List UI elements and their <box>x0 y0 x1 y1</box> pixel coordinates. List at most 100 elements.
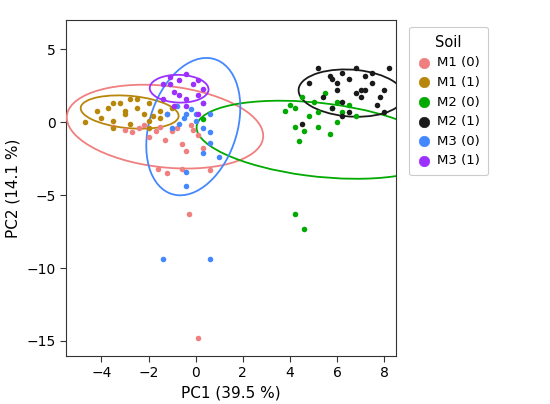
Point <box>133 105 141 111</box>
Point <box>356 94 365 101</box>
Point <box>373 101 382 108</box>
Point <box>125 120 134 127</box>
Point <box>182 96 191 102</box>
Point <box>199 100 207 107</box>
Point <box>170 88 179 95</box>
Point <box>368 69 377 76</box>
Point <box>163 170 172 177</box>
Point <box>191 110 200 117</box>
Point <box>205 167 214 174</box>
Point <box>182 110 191 117</box>
Point <box>182 183 191 189</box>
Point <box>120 126 129 133</box>
Point <box>182 71 191 78</box>
Point <box>328 105 337 111</box>
Point <box>199 125 207 131</box>
Point <box>361 87 370 93</box>
Point <box>326 130 334 137</box>
Point <box>304 80 313 86</box>
Point <box>384 65 393 72</box>
Point <box>337 113 346 120</box>
Point <box>205 129 214 136</box>
Point <box>166 74 174 80</box>
Point <box>135 125 144 131</box>
Y-axis label: PC2 (14.1 %): PC2 (14.1 %) <box>6 138 21 238</box>
Point <box>328 75 337 82</box>
Point <box>300 128 309 134</box>
Point <box>156 115 164 121</box>
Point <box>109 125 118 131</box>
Point <box>179 115 188 121</box>
Point <box>175 91 184 98</box>
Point <box>161 137 169 143</box>
Point <box>186 122 195 128</box>
Point <box>194 132 202 139</box>
Point <box>120 107 129 114</box>
Point <box>333 87 342 93</box>
Point <box>133 96 141 102</box>
Point <box>139 122 148 128</box>
Point <box>281 107 290 114</box>
Point <box>125 96 134 102</box>
Point <box>344 101 353 108</box>
Point <box>344 75 353 82</box>
Point <box>158 96 167 102</box>
Point <box>156 107 164 114</box>
Point <box>168 125 177 131</box>
Point <box>184 211 193 217</box>
Point <box>177 166 186 172</box>
Point <box>151 128 160 134</box>
Point <box>156 123 164 130</box>
Point <box>290 211 299 217</box>
Point <box>290 123 299 130</box>
Point <box>351 113 360 120</box>
X-axis label: PC1 (39.5 %): PC1 (39.5 %) <box>181 385 281 400</box>
Point <box>189 81 197 88</box>
Point <box>144 118 153 124</box>
Point <box>337 99 346 105</box>
Point <box>166 81 174 88</box>
Point <box>109 100 118 107</box>
Point <box>298 120 306 127</box>
Point <box>189 126 197 133</box>
Point <box>168 128 177 134</box>
Point <box>199 100 207 107</box>
Point <box>333 119 342 126</box>
Point <box>337 69 346 76</box>
Point <box>120 110 129 117</box>
Point <box>356 87 365 93</box>
Point <box>163 110 172 117</box>
Point <box>175 120 184 127</box>
Point <box>144 100 153 107</box>
Point <box>144 134 153 140</box>
Point <box>314 123 323 130</box>
Point <box>375 94 384 101</box>
Point <box>199 116 207 122</box>
Legend: M1 (0), M1 (1), M2 (0), M2 (1), M3 (0), M3 (1): M1 (0), M1 (1), M2 (0), M2 (1), M3 (0), … <box>409 27 488 175</box>
Point <box>205 256 214 263</box>
Point <box>333 80 342 86</box>
Point <box>186 106 195 112</box>
Point <box>170 103 179 109</box>
Point <box>361 72 370 79</box>
Point <box>163 110 172 117</box>
Point <box>182 103 191 109</box>
Point <box>153 166 162 172</box>
Point <box>368 80 377 86</box>
Point <box>344 109 353 115</box>
Point <box>172 125 181 131</box>
Point <box>309 99 318 105</box>
Point <box>158 256 167 263</box>
Point <box>182 168 191 175</box>
Point <box>116 100 125 107</box>
Point <box>351 90 360 96</box>
Point <box>97 115 106 121</box>
Point <box>351 65 360 72</box>
Point <box>314 65 323 72</box>
Point <box>80 119 89 126</box>
Point <box>109 123 118 130</box>
Point <box>321 90 329 96</box>
Point <box>168 105 177 111</box>
Point <box>304 113 313 120</box>
Point <box>149 113 158 120</box>
